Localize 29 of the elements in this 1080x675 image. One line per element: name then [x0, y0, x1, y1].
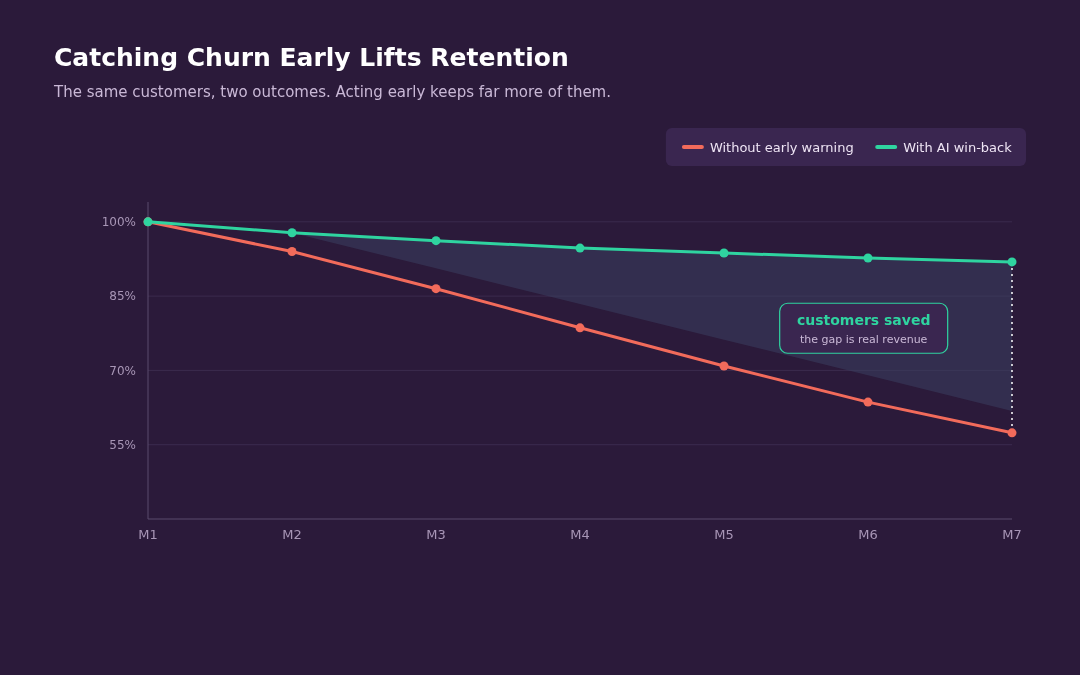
legend-label: With AI win-back — [903, 139, 1013, 155]
y-tick-label: 85% — [109, 289, 136, 304]
chart-title: Catching Churn Early Lifts Retention — [54, 43, 569, 72]
point — [1007, 428, 1017, 438]
point — [575, 243, 585, 253]
x-tick-label: M5 — [714, 527, 734, 542]
y-tick-label: 70% — [109, 363, 136, 378]
point — [431, 236, 441, 246]
point — [719, 248, 729, 258]
y-tick-label: 100% — [101, 215, 136, 230]
point — [863, 253, 873, 263]
x-tick-label: M2 — [282, 527, 302, 542]
chart-subtitle: The same customers, two outcomes. Acting early keeps far more of them. — [53, 83, 611, 101]
point — [863, 397, 873, 407]
point — [287, 247, 297, 257]
point — [1007, 257, 1017, 267]
annotation: the gap is real revenue — [799, 333, 928, 347]
x-tick-label: M1 — [138, 527, 158, 542]
y-tick-label: 55% — [109, 437, 136, 452]
point — [431, 284, 441, 294]
point — [287, 228, 297, 238]
point — [719, 361, 729, 371]
annotation: customers saved — [796, 312, 931, 329]
point — [575, 323, 585, 333]
x-tick-label: M7 — [1002, 527, 1022, 542]
x-tick-label: M3 — [426, 527, 446, 542]
x-tick-label: M4 — [570, 527, 590, 542]
legend-label: Without early warning — [709, 139, 854, 155]
x-tick-label: M6 — [858, 527, 878, 542]
